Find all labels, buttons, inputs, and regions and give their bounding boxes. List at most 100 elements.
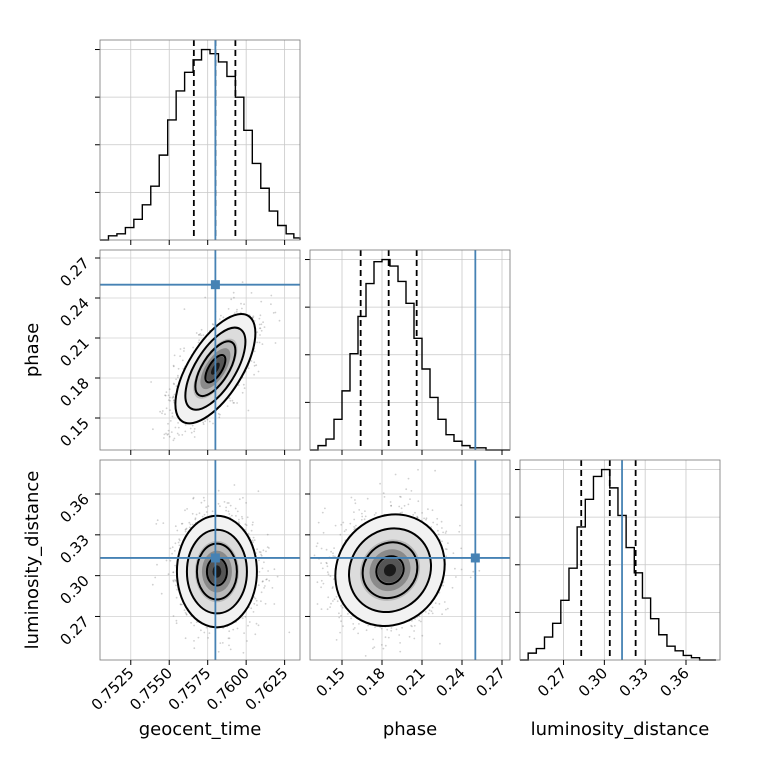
scatter-point [366, 497, 369, 500]
scatter-point [185, 613, 188, 615]
scatter-point [193, 428, 196, 430]
scatter-point [152, 428, 154, 431]
scatter-point [399, 650, 402, 653]
scatter-point [154, 576, 157, 579]
scatter-point [427, 612, 430, 615]
scatter-point [430, 526, 433, 528]
scatter-point [460, 547, 463, 550]
scatter-point [437, 529, 439, 532]
scatter-point [390, 629, 393, 632]
joint-panel-phase-luminosity_distance-xtick-label: 0.18 [352, 664, 388, 700]
y-axis-label-luminosity_distance: luminosity_distance [22, 471, 43, 650]
scatter-point [407, 503, 410, 506]
scatter-point [321, 511, 324, 514]
scatter-point [169, 396, 171, 399]
scatter-point [339, 533, 342, 536]
scatter-point [179, 348, 182, 350]
scatter-point [258, 323, 261, 326]
scatter-point [417, 500, 420, 503]
scatter-point [243, 387, 246, 389]
scatter-point [181, 359, 184, 362]
scatter-point [151, 583, 154, 586]
scatter-point [382, 492, 385, 494]
scatter-point [354, 527, 356, 530]
joint-panel-phase-luminosity_distance-xtick-label: 0.24 [432, 664, 468, 700]
scatter-point [331, 587, 334, 589]
scatter-point [250, 607, 253, 610]
scatter-point [183, 609, 186, 612]
scatter-point [399, 512, 402, 514]
scatter-point [177, 374, 179, 377]
scatter-point [424, 611, 427, 613]
scatter-point [434, 602, 437, 604]
scatter-point [217, 650, 220, 653]
marginal-luminosity_distance-xtick-label: 0.33 [616, 664, 652, 700]
scatter-point [243, 632, 246, 634]
scatter-point [195, 513, 198, 516]
scatter-point [250, 292, 253, 294]
scatter-point [207, 505, 210, 507]
joint-panel-phase-luminosity_distance-xtick-label: 0.27 [472, 664, 508, 700]
scatter-point [188, 521, 191, 524]
scatter-point [200, 328, 203, 331]
scatter-point [260, 553, 262, 556]
scatter-point [193, 430, 196, 433]
scatter-point [334, 555, 336, 558]
scatter-point [338, 612, 340, 615]
scatter-point [166, 433, 169, 436]
scatter-point [176, 432, 179, 435]
scatter-point [169, 409, 172, 412]
scatter-point [195, 332, 198, 334]
scatter-point [256, 548, 258, 551]
scatter-point [320, 562, 322, 564]
scatter-point [233, 296, 235, 299]
scatter-point [320, 547, 323, 550]
scatter-point [353, 627, 356, 629]
scatter-point [257, 490, 260, 493]
scatter-point [353, 526, 355, 528]
scatter-point [403, 504, 406, 507]
scatter-point [226, 502, 229, 504]
scatter-point [218, 416, 221, 419]
scatter-point [325, 548, 328, 551]
scatter-point [172, 615, 175, 617]
histogram-geocent_time [100, 48, 301, 241]
scatter-point [436, 517, 439, 520]
scatter-point [367, 624, 369, 627]
scatter-point [256, 341, 259, 344]
joint-panel-geocent_time-luminosity_distance-ytick-label: 0.33 [56, 531, 92, 567]
scatter-point [431, 606, 434, 609]
scatter-point [347, 613, 349, 615]
scatter-point [206, 418, 209, 421]
scatter-point [478, 569, 481, 572]
scatter-point [168, 388, 171, 391]
scatter-point [254, 597, 257, 600]
scatter-point [163, 433, 166, 436]
scatter-point [317, 521, 320, 524]
scatter-point [411, 625, 413, 628]
scatter-point [246, 516, 249, 519]
scatter-point [171, 552, 174, 555]
scatter-point [445, 608, 447, 611]
scatter-point [445, 555, 447, 558]
scatter-point [382, 647, 385, 650]
scatter-point [240, 302, 242, 305]
scatter-point [326, 571, 329, 574]
scatter-point [380, 644, 383, 646]
scatter-point [169, 547, 172, 550]
scatter-point [207, 637, 210, 639]
scatter-point [250, 360, 253, 362]
scatter-point [185, 528, 187, 530]
scatter-point [217, 412, 220, 415]
scatter-point [164, 413, 166, 416]
scatter-point [192, 497, 195, 500]
scatter-point [172, 571, 175, 574]
scatter-point [364, 655, 367, 657]
scatter-point [173, 437, 176, 440]
scatter-point [183, 350, 185, 352]
scatter-point [227, 502, 230, 504]
truth-marker [210, 280, 220, 290]
scatter-point [401, 626, 403, 629]
scatter-point [156, 519, 159, 522]
scatter-point [251, 523, 254, 526]
